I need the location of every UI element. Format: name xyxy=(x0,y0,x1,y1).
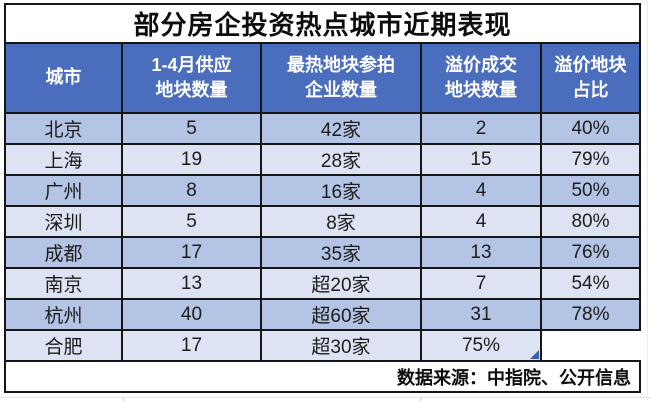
table-row: 南京 13 超20家 7 54% xyxy=(4,267,642,300)
cell-supply-count: 8 xyxy=(121,174,262,207)
gridline xyxy=(0,397,651,398)
cell-premium-deals: 4 xyxy=(420,174,542,207)
table-row: 杭州 40 超60家 31 78% xyxy=(4,298,642,331)
cell-premium-ratio: 78% xyxy=(539,298,642,331)
cell-premium-ratio: 79% xyxy=(539,143,642,176)
cell-supply-count: 5 xyxy=(121,205,262,238)
cell-premium-ratio: 80% xyxy=(539,205,642,238)
table-title: 部分房企投资热点城市近期表现 xyxy=(3,3,642,44)
header-city: 城市 xyxy=(4,42,123,114)
header-city-label: 城市 xyxy=(45,67,82,88)
footer-row: 数据来源：中指院、公开信息 xyxy=(3,360,642,393)
cell-bidder-count: 超60家 xyxy=(260,298,422,331)
cell-supply-count: 13 xyxy=(121,267,262,300)
cell-city: 南京 xyxy=(4,267,123,300)
data-table: 部分房企投资热点城市近期表现 城市 1-4月供应 地块数量 最热地块参拍 企业数… xyxy=(3,3,642,393)
gridline xyxy=(420,397,421,401)
cell-premium-ratio: 40% xyxy=(539,112,642,145)
cell-bidder-count: 超30家 xyxy=(260,329,422,362)
cell-bidder-count: 35家 xyxy=(260,236,422,269)
gridline xyxy=(0,173,4,174)
cell-city: 合肥 xyxy=(4,329,123,362)
cell-city: 上海 xyxy=(4,143,123,176)
table-row: 合肥 17 超30家 75% xyxy=(4,329,640,362)
table-row: 深圳 5 8家 4 80% xyxy=(4,205,642,238)
gridline xyxy=(0,298,4,299)
cell-supply-count: 5 xyxy=(121,112,262,145)
cell-city: 深圳 xyxy=(4,205,123,238)
table-row: 上海 19 28家 15 79% xyxy=(4,143,642,176)
cell-city: 成都 xyxy=(4,236,123,269)
cell-bidder-count: 42家 xyxy=(260,112,422,145)
header-premium-ratio: 溢价地块 占比 xyxy=(539,42,642,114)
cell-premium-deals: 13 xyxy=(420,236,542,269)
data-source-note: 数据来源：中指院、公开信息 xyxy=(3,360,642,393)
cell-premium-deals: 31 xyxy=(420,298,542,331)
cell-supply-count: 19 xyxy=(121,143,262,176)
title-row: 部分房企投资热点城市近期表现 xyxy=(3,3,642,44)
gridline xyxy=(647,0,648,401)
cell-city: 杭州 xyxy=(4,298,123,331)
cell-city: 北京 xyxy=(4,112,123,145)
corner-triangle-icon xyxy=(530,350,539,359)
cell-city: 广州 xyxy=(4,174,123,207)
table-row: 成都 17 35家 13 76% xyxy=(4,236,642,269)
cell-premium-ratio: 50% xyxy=(539,174,642,207)
cell-bidder-count: 超20家 xyxy=(260,267,422,300)
cell-supply-count: 17 xyxy=(121,329,262,362)
cell-premium-deals: 4 xyxy=(420,205,542,238)
cell-premium-ratio: 75% xyxy=(420,329,542,362)
gridline xyxy=(123,397,124,401)
header-bidder-count: 最热地块参拍 企业数量 xyxy=(260,42,422,114)
header-supply-count: 1-4月供应 地块数量 xyxy=(121,42,262,114)
cell-premium-ratio-value: 75% xyxy=(461,334,501,356)
cell-premium-ratio: 76% xyxy=(539,236,642,269)
cell-bidder-count: 16家 xyxy=(260,174,422,207)
cell-premium-deals: 15 xyxy=(420,143,542,176)
cell-bidder-count: 28家 xyxy=(260,143,422,176)
table-row: 北京 5 42家 2 40% xyxy=(4,112,642,145)
cell-supply-count: 17 xyxy=(121,236,262,269)
cell-supply-count: 40 xyxy=(121,298,262,331)
cell-premium-deals: 2 xyxy=(420,112,542,145)
cell-bidder-count: 8家 xyxy=(260,205,422,238)
table-row: 广州 8 16家 4 50% xyxy=(4,174,642,207)
cell-premium-deals: 7 xyxy=(420,267,542,300)
header-row: 城市 1-4月供应 地块数量 最热地块参拍 企业数量 溢价成交 地块数量 溢价地… xyxy=(4,42,642,114)
header-premium-deals: 溢价成交 地块数量 xyxy=(420,42,542,114)
cell-premium-ratio: 54% xyxy=(539,267,642,300)
